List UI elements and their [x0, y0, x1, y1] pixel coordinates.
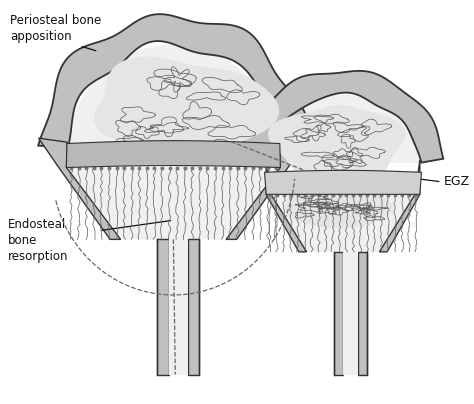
Polygon shape [226, 138, 308, 240]
Text: Endosteal
bone
resorption: Endosteal bone resorption [8, 218, 68, 263]
Polygon shape [157, 240, 169, 375]
Polygon shape [379, 160, 420, 252]
Polygon shape [188, 240, 199, 375]
Polygon shape [66, 141, 280, 168]
Polygon shape [66, 168, 280, 240]
Polygon shape [266, 194, 420, 252]
Polygon shape [264, 170, 421, 194]
Polygon shape [66, 45, 280, 148]
Polygon shape [343, 252, 358, 375]
Polygon shape [266, 160, 307, 252]
Text: EGZ: EGZ [444, 175, 470, 188]
Polygon shape [358, 252, 367, 375]
Polygon shape [334, 252, 343, 375]
Text: Periosteal bone
apposition: Periosteal bone apposition [10, 14, 102, 43]
Polygon shape [285, 187, 393, 228]
Polygon shape [38, 14, 311, 148]
Polygon shape [243, 71, 443, 163]
Polygon shape [268, 105, 406, 183]
Polygon shape [265, 95, 420, 163]
Polygon shape [94, 57, 279, 168]
Polygon shape [169, 240, 188, 375]
Polygon shape [38, 138, 121, 240]
